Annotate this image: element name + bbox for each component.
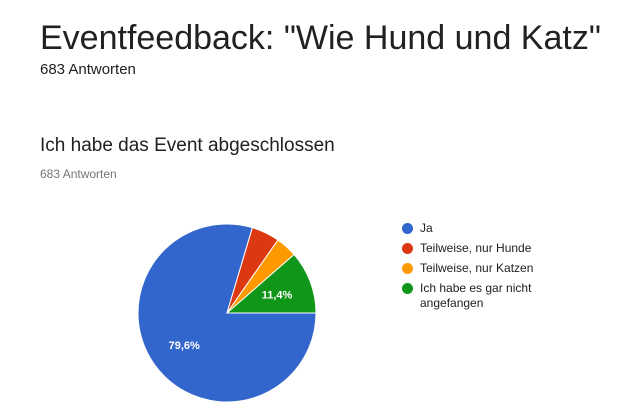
legend-label-teilweise-katzen: Teilweise, nur Katzen: [420, 261, 534, 275]
legend-label-nicht-angefangen: Ich habe es gar nicht angefangen: [420, 281, 532, 310]
legend-item-ja[interactable]: Ja: [402, 221, 602, 236]
pie-data-label-0: 79,6%: [169, 340, 200, 352]
pie-slices: [137, 223, 317, 403]
legend-swatch-nicht-angefangen: [402, 283, 413, 294]
legend-swatch-ja: [402, 223, 413, 234]
legend-item-nicht-angefangen[interactable]: Ich habe es gar nicht angefangen: [402, 281, 602, 311]
question-response-count: 683 Antworten: [40, 167, 117, 181]
legend-label-teilweise-hunde: Teilweise, nur Hunde: [420, 241, 532, 255]
page-title: Eventfeedback: "Wie Hund und Katz": [40, 19, 601, 57]
chart-legend: Ja Teilweise, nur Hunde Teilweise, nur K…: [402, 221, 602, 316]
pie-data-label-3: 11,4%: [262, 289, 293, 301]
legend-swatch-teilweise-hunde: [402, 243, 413, 254]
legend-item-teilweise-hunde[interactable]: Teilweise, nur Hunde: [402, 241, 602, 256]
pie-slice-3[interactable]: [225, 253, 317, 314]
response-count: 683 Antworten: [40, 61, 136, 78]
question-title: Ich habe das Event abgeschlossen: [40, 135, 335, 156]
legend-item-teilweise-katzen[interactable]: Teilweise, nur Katzen: [402, 261, 602, 276]
pie-labels: 79,6% 11,4%: [169, 289, 293, 352]
legend-swatch-teilweise-katzen: [402, 263, 413, 274]
legend-label-ja: Ja: [420, 221, 433, 235]
